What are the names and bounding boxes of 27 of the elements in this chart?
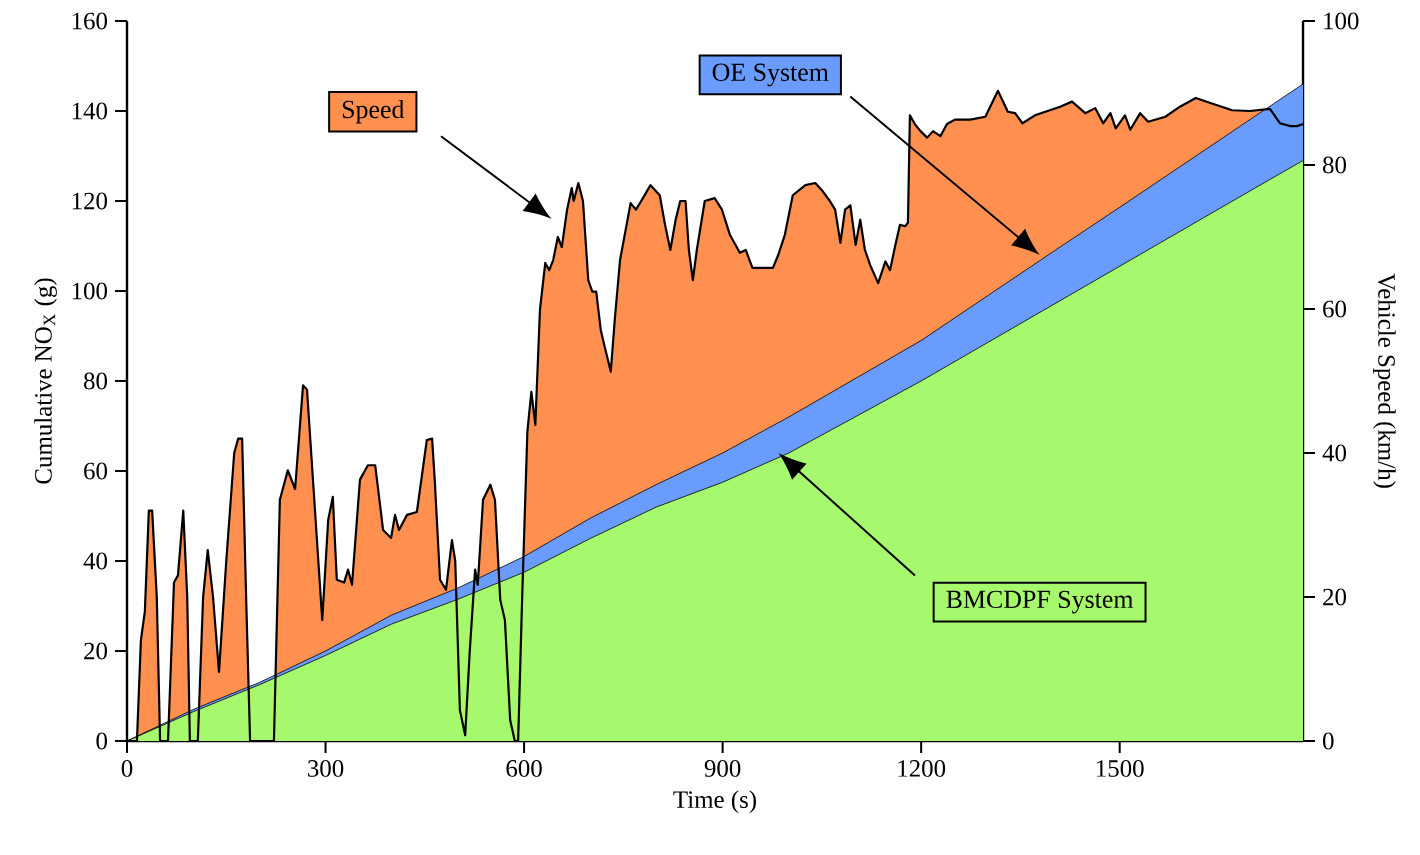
y-axis-title: Cumulative NO$_{X}$ (g) (34, 278, 57, 484)
y2-axis-title: Vehicle Speed (km/h) (1373, 273, 1396, 488)
y-tick-label: 60 (84, 462, 108, 480)
x-tick-label: 600 (506, 760, 542, 777)
y2-tick-label: 100 (1324, 12, 1359, 30)
y-tick-label: 0 (96, 732, 108, 750)
y-tick-label: 20 (84, 642, 108, 660)
x-axis-title: Time (s) (673, 790, 756, 814)
series-label: BMCDPF System (946, 590, 1134, 614)
y2-tick-label: 20 (1323, 588, 1347, 606)
y2-tick-label: 40 (1322, 444, 1347, 462)
y-tick-label: 160 (72, 12, 108, 30)
text: Speed (342, 99, 405, 124)
x-tick-label: 900 (704, 760, 741, 777)
y-tick-label: 80 (83, 372, 108, 390)
x-tick-label: 1200 (898, 760, 946, 777)
y-tick-label: 140 (72, 102, 108, 120)
y2-tick-label: 80 (1322, 156, 1347, 174)
y2-tick-label: 0 (1322, 732, 1334, 750)
y-tick-label: 40 (83, 552, 108, 570)
x-tick-label: 300 (308, 760, 344, 777)
y2-tick-label: 60 (1323, 300, 1347, 318)
text: OE System (712, 63, 829, 87)
y-tick-label: 100 (72, 282, 108, 300)
x-tick-label: 1500 (1096, 760, 1144, 777)
y-tick-label: 120 (72, 192, 108, 210)
x-tick-label: 0 (121, 760, 133, 777)
